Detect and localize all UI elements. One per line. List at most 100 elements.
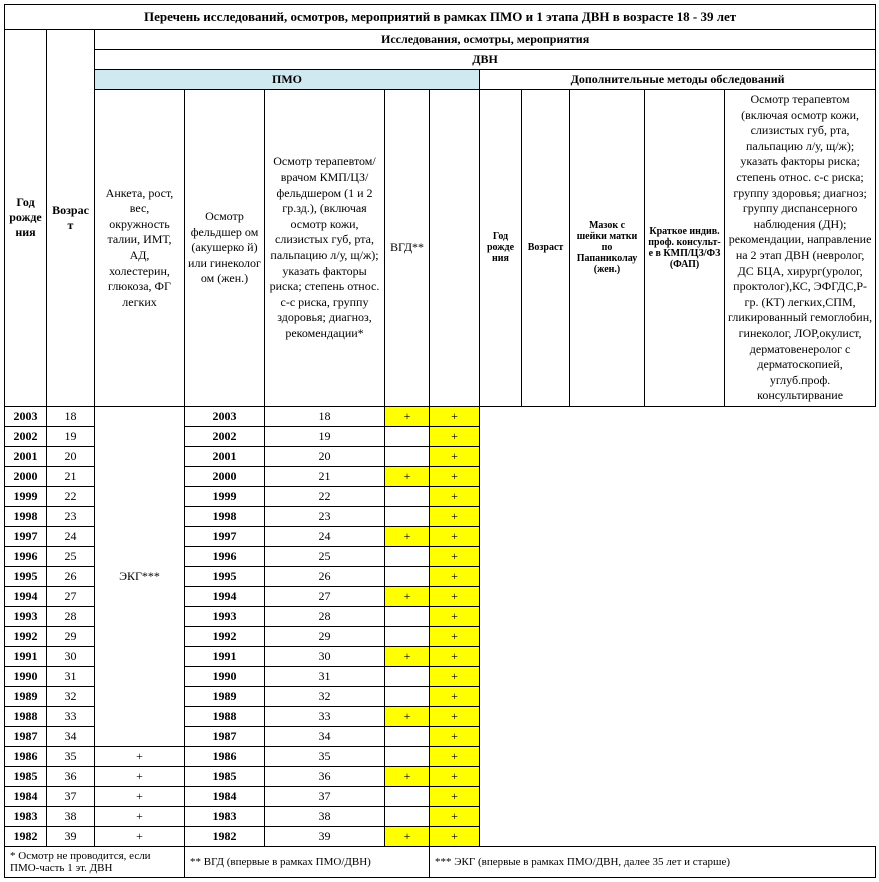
cell-consult: + bbox=[430, 806, 480, 826]
cell-year2: 1982 bbox=[185, 826, 265, 846]
footnote-3: *** ЭКГ (впервые в рамках ПМО/ДВН, далее… bbox=[430, 846, 876, 877]
cell-year: 1984 bbox=[5, 786, 47, 806]
cell-year2: 2000 bbox=[185, 466, 265, 486]
header-smear: Мазок с шейки матки по Папаниколау (жен.… bbox=[570, 90, 645, 407]
cell-consult: + bbox=[430, 466, 480, 486]
main-table: Перечень исследований, осмотров, меропри… bbox=[4, 4, 876, 878]
cell-age: 36 bbox=[47, 766, 95, 786]
cell-age2: 22 bbox=[265, 486, 385, 506]
cell-year2: 1998 bbox=[185, 506, 265, 526]
header-consult: Краткое индив. проф. консульт-е в КМП/ЦЗ… bbox=[645, 90, 725, 407]
cell-age2: 36 bbox=[265, 766, 385, 786]
cell-ekg-plus: + bbox=[95, 746, 185, 766]
cell-age: 38 bbox=[47, 806, 95, 826]
cell-smear bbox=[385, 506, 430, 526]
cell-year2: 1992 bbox=[185, 626, 265, 646]
header-year2: Год рожде ния bbox=[480, 90, 522, 407]
footnote-1: * Осмотр не проводится, если ПМО-часть 1… bbox=[5, 846, 185, 877]
cell-year2: 1994 bbox=[185, 586, 265, 606]
cell-smear: + bbox=[385, 406, 430, 426]
cell-year: 2002 bbox=[5, 426, 47, 446]
cell-smear: + bbox=[385, 646, 430, 666]
col-therapist2: Осмотр терапевтом (включая осмотр кожи, … bbox=[725, 90, 876, 407]
cell-year: 1986 bbox=[5, 746, 47, 766]
cell-consult: + bbox=[430, 746, 480, 766]
cell-smear bbox=[385, 546, 430, 566]
header-addl: Дополнительные методы обследований bbox=[480, 70, 876, 90]
cell-year2: 1995 bbox=[185, 566, 265, 586]
cell-consult: + bbox=[430, 666, 480, 686]
cell-age: 37 bbox=[47, 786, 95, 806]
cell-age: 27 bbox=[47, 586, 95, 606]
cell-consult: + bbox=[430, 786, 480, 806]
table-row: 198338+198338+ bbox=[5, 806, 876, 826]
cell-smear bbox=[385, 446, 430, 466]
cell-year: 1995 bbox=[5, 566, 47, 586]
cell-consult: + bbox=[430, 446, 480, 466]
cell-year2: 1990 bbox=[185, 666, 265, 686]
cell-ekg-plus: + bbox=[95, 806, 185, 826]
cell-age2: 23 bbox=[265, 506, 385, 526]
cell-year: 2003 bbox=[5, 406, 47, 426]
cell-consult: + bbox=[430, 486, 480, 506]
cell-year2: 1991 bbox=[185, 646, 265, 666]
cell-year2: 1997 bbox=[185, 526, 265, 546]
cell-age2: 24 bbox=[265, 526, 385, 546]
cell-consult: + bbox=[430, 826, 480, 846]
cell-year: 1990 bbox=[5, 666, 47, 686]
col-vgd: ВГД** bbox=[385, 90, 430, 407]
title-cell: Перечень исследований, осмотров, меропри… bbox=[5, 5, 876, 30]
cell-age2: 38 bbox=[265, 806, 385, 826]
cell-year2: 1986 bbox=[185, 746, 265, 766]
cell-smear bbox=[385, 806, 430, 826]
cell-age2: 29 bbox=[265, 626, 385, 646]
cell-age2: 18 bbox=[265, 406, 385, 426]
cell-age2: 37 bbox=[265, 786, 385, 806]
cell-smear: + bbox=[385, 466, 430, 486]
cell-year2: 1999 bbox=[185, 486, 265, 506]
cell-smear bbox=[385, 786, 430, 806]
cell-year2: 1985 bbox=[185, 766, 265, 786]
cell-smear bbox=[385, 486, 430, 506]
cell-age2: 30 bbox=[265, 646, 385, 666]
cell-consult: + bbox=[430, 686, 480, 706]
cell-age: 30 bbox=[47, 646, 95, 666]
col-therapist: Осмотр терапевтом/ врачом КМП/ЦЗ/ фельдш… bbox=[265, 90, 385, 407]
cell-year: 1996 bbox=[5, 546, 47, 566]
cell-consult: + bbox=[430, 506, 480, 526]
cell-smear bbox=[385, 566, 430, 586]
cell-age: 29 bbox=[47, 626, 95, 646]
cell-year2: 1989 bbox=[185, 686, 265, 706]
cell-age: 28 bbox=[47, 606, 95, 626]
cell-age2: 26 bbox=[265, 566, 385, 586]
cell-consult: + bbox=[430, 566, 480, 586]
cell-year2: 2001 bbox=[185, 446, 265, 466]
cell-consult: + bbox=[430, 646, 480, 666]
cell-year: 1987 bbox=[5, 726, 47, 746]
cell-consult: + bbox=[430, 626, 480, 646]
cell-consult: + bbox=[430, 546, 480, 566]
cell-age2: 20 bbox=[265, 446, 385, 466]
cell-age: 39 bbox=[47, 826, 95, 846]
cell-age2: 34 bbox=[265, 726, 385, 746]
cell-smear: + bbox=[385, 526, 430, 546]
cell-year: 1989 bbox=[5, 686, 47, 706]
cell-year: 1992 bbox=[5, 626, 47, 646]
cell-consult: + bbox=[430, 426, 480, 446]
cell-age: 26 bbox=[47, 566, 95, 586]
cell-year: 1998 bbox=[5, 506, 47, 526]
cell-year: 1985 bbox=[5, 766, 47, 786]
cell-age2: 21 bbox=[265, 466, 385, 486]
cell-consult: + bbox=[430, 606, 480, 626]
cell-year2: 1983 bbox=[185, 806, 265, 826]
col-ekg: ЭКГ*** bbox=[95, 406, 185, 746]
header-research: Исследования, осмотры, мероприятия bbox=[95, 30, 876, 50]
ekg-placeholder bbox=[430, 90, 480, 407]
cell-age: 20 bbox=[47, 446, 95, 466]
cell-age2: 32 bbox=[265, 686, 385, 706]
cell-year2: 1984 bbox=[185, 786, 265, 806]
header-dvn: ДВН bbox=[95, 50, 876, 70]
cell-age: 22 bbox=[47, 486, 95, 506]
cell-consult: + bbox=[430, 766, 480, 786]
cell-age: 18 bbox=[47, 406, 95, 426]
